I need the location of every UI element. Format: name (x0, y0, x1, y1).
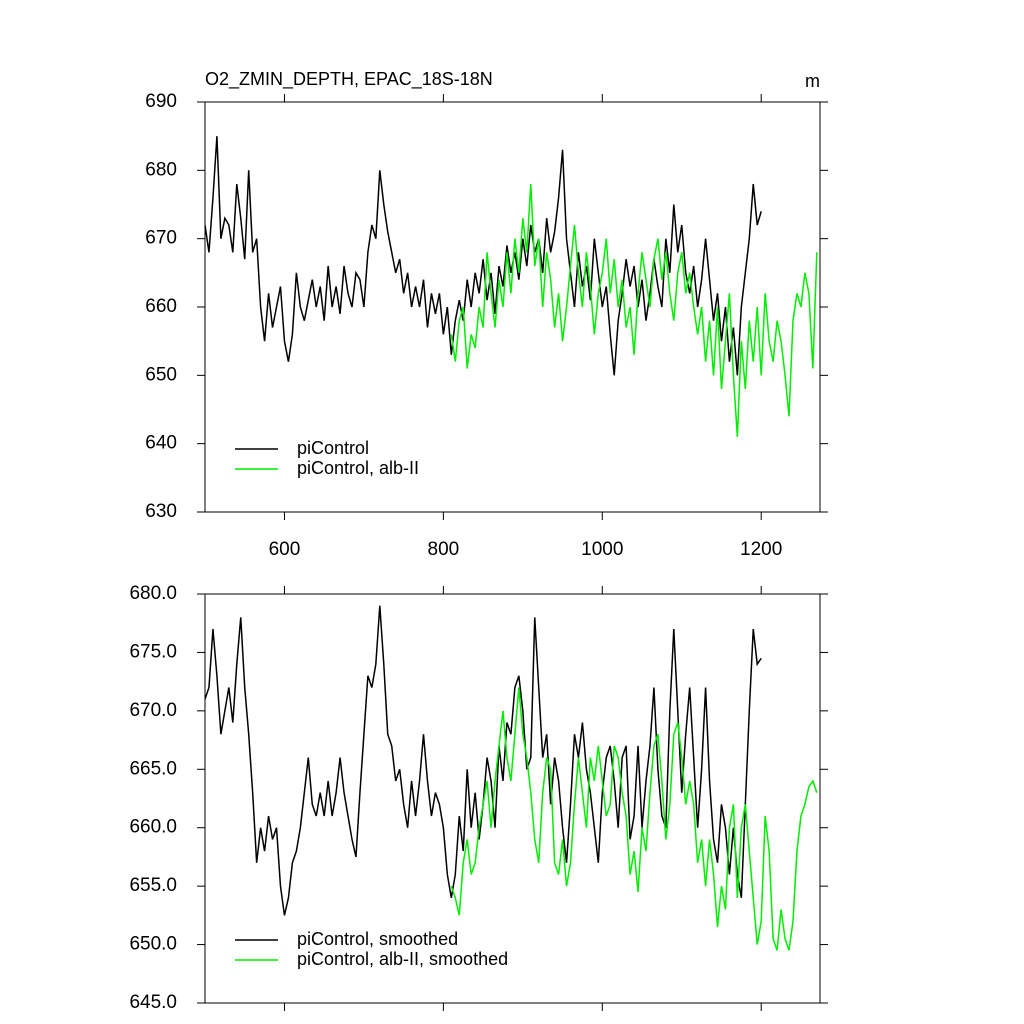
chart-title: O2_ZMIN_DEPTH, EPAC_18S-18N (205, 69, 493, 90)
y-tick-label: 675.0 (129, 641, 177, 662)
legend-label: piControl, alb-II (297, 458, 419, 478)
y-tick-label: 660 (145, 296, 177, 317)
y-tick-label: 650.0 (129, 934, 177, 955)
y-tick-label: 670.0 (129, 700, 177, 721)
series-line (205, 136, 762, 376)
y-tick-label: 655.0 (129, 875, 177, 896)
plot-frame (204, 593, 821, 1004)
x-tick-label: 600 (269, 539, 301, 560)
y-tick-label: 650 (145, 364, 177, 385)
plot-frame (204, 101, 821, 513)
legend-label: piControl (297, 438, 369, 458)
x-tick-label: 800 (428, 539, 460, 560)
legend-label: piControl, alb-II, smoothed (297, 949, 508, 969)
series-line (450, 183, 818, 437)
y-tick-label: 640 (145, 433, 177, 454)
y-tick-label: 670 (145, 228, 177, 249)
y-tick-label: 690 (145, 91, 177, 112)
y-tick-label: 665.0 (129, 758, 177, 779)
series-line (205, 605, 762, 916)
legend-label: piControl, smoothed (297, 929, 458, 949)
series-line (450, 687, 818, 951)
y-tick-label: 680.0 (129, 583, 177, 604)
y-tick-label: 660.0 (129, 817, 177, 838)
units-label: m (805, 71, 820, 91)
y-tick-label: 630 (145, 501, 177, 522)
x-tick-label: 1000 (581, 539, 623, 560)
y-tick-label: 680 (145, 159, 177, 180)
y-tick-label: 645.0 (129, 992, 177, 1013)
x-tick-label: 1200 (740, 539, 782, 560)
